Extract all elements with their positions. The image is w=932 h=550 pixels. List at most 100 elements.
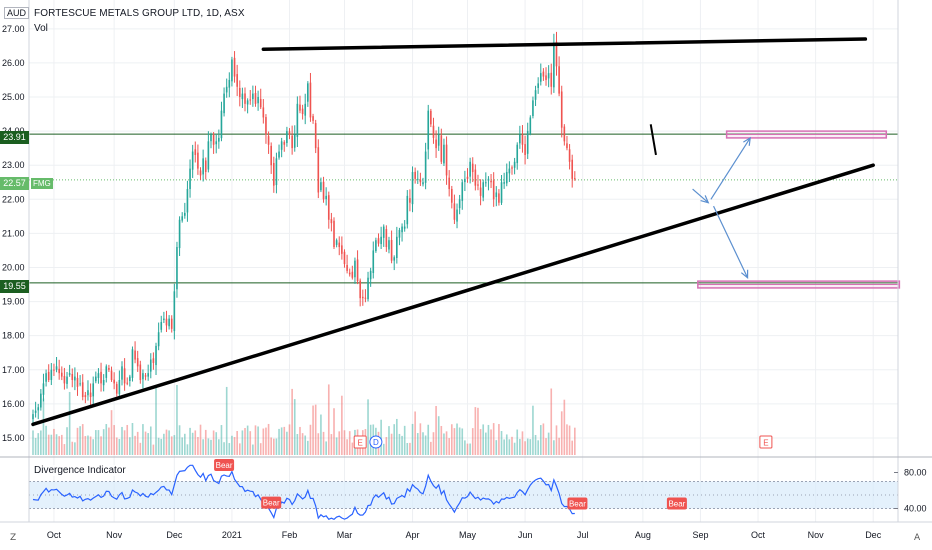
candle-body: [202, 158, 204, 175]
volume-bar: [503, 439, 505, 455]
indicator-title: Divergence Indicator: [34, 465, 126, 476]
volume-bar: [307, 440, 309, 455]
volume-bar: [110, 410, 113, 455]
bear-marker-label: Bear: [668, 499, 685, 508]
candle-body: [325, 195, 327, 200]
candle-body: [212, 135, 215, 145]
candle-body: [521, 134, 524, 145]
candle-body: [89, 392, 92, 398]
volume-bar: [466, 443, 469, 455]
volume-bar: [524, 441, 526, 455]
volume-bar: [259, 443, 262, 455]
candle-body: [184, 212, 186, 216]
candle-body: [453, 203, 456, 220]
volume-bar: [50, 434, 53, 455]
candle-body: [40, 393, 42, 408]
volume-bar: [485, 432, 487, 455]
candle-body: [409, 198, 411, 203]
volume-bar: [63, 444, 66, 455]
candle-body: [97, 373, 100, 378]
volume-bar: [79, 426, 81, 455]
volume-bar: [212, 430, 215, 455]
candle-body: [63, 376, 66, 384]
volume-bar: [322, 431, 325, 455]
volume-bar: [37, 433, 40, 455]
candle-body: [359, 280, 361, 299]
candle-body: [176, 247, 178, 290]
volume-bar: [296, 434, 299, 455]
candle-body: [341, 245, 343, 254]
price-tick-label: 18.00: [2, 331, 25, 341]
candle-body: [304, 103, 307, 116]
candle-body: [134, 350, 136, 360]
volume-bar: [194, 430, 197, 455]
candle-body: [228, 79, 231, 88]
volume-bar: [301, 433, 304, 455]
volume-bar: [267, 423, 270, 455]
volume-bar: [492, 423, 495, 455]
volume-bar: [299, 426, 301, 455]
volume-bar: [220, 425, 223, 455]
currency-badge[interactable]: AUD: [4, 7, 30, 19]
candle-body: [53, 369, 55, 371]
volume-bar: [74, 442, 76, 455]
volume-bar: [574, 427, 576, 455]
candle-body: [317, 147, 320, 193]
volume-bar: [547, 432, 550, 455]
volume-bar: [516, 429, 519, 455]
current-price-tag: 22.57: [0, 177, 29, 190]
candle-body: [343, 251, 346, 265]
volume-bar: [545, 438, 547, 455]
candle-body: [490, 180, 492, 183]
time-tick-label: Feb: [282, 530, 298, 540]
volume-bar: [388, 426, 390, 455]
volume-bar: [341, 395, 343, 455]
oscillator-series: [32, 464, 575, 521]
volume-bar: [173, 435, 176, 455]
candle-body: [34, 410, 37, 413]
auto-scale-corner-right[interactable]: A: [914, 533, 921, 543]
time-tick-label: Sep: [692, 530, 708, 540]
candle-body: [377, 238, 380, 244]
volume-bar: [202, 439, 204, 455]
candle-body: [207, 141, 210, 170]
candle-body: [74, 376, 76, 381]
zoom-corner-left[interactable]: Z: [10, 533, 17, 543]
candle-body: [87, 390, 89, 396]
volume-bar: [560, 411, 563, 455]
bear-markers: Bear Bear Bear Bear: [214, 458, 687, 510]
volume-bar: [529, 439, 532, 455]
candle-body: [272, 162, 275, 186]
candle-body: [393, 257, 396, 261]
volume-bar: [163, 433, 165, 455]
volume-bar: [157, 437, 160, 455]
candle-body: [338, 242, 341, 248]
candle-body: [257, 97, 259, 104]
earnings-marker: [353, 435, 367, 449]
candle-body: [68, 373, 71, 375]
volume-bar: [409, 442, 411, 455]
volume-bar: [534, 434, 537, 455]
volume-bar: [186, 444, 189, 455]
time-tick-label: Oct: [47, 530, 62, 540]
volume-bar: [498, 424, 500, 455]
candle-body: [123, 368, 126, 384]
volume-bar: [149, 426, 152, 455]
candle-body: [419, 179, 422, 183]
volume-bar: [129, 437, 131, 455]
volume-bar: [563, 399, 566, 455]
chart-grid: [29, 0, 898, 522]
candle-body: [369, 270, 372, 280]
volume-bar: [34, 437, 37, 455]
candle-body: [293, 134, 296, 148]
candle-body: [440, 135, 443, 162]
candle-body: [348, 272, 351, 275]
volume-bar: [123, 430, 126, 455]
candle-body: [382, 226, 385, 238]
volume-bars: [32, 384, 576, 455]
candle-body: [498, 193, 500, 203]
candle-body: [267, 136, 270, 145]
time-tick-label: Dec: [865, 530, 882, 540]
candle-body: [487, 178, 490, 181]
